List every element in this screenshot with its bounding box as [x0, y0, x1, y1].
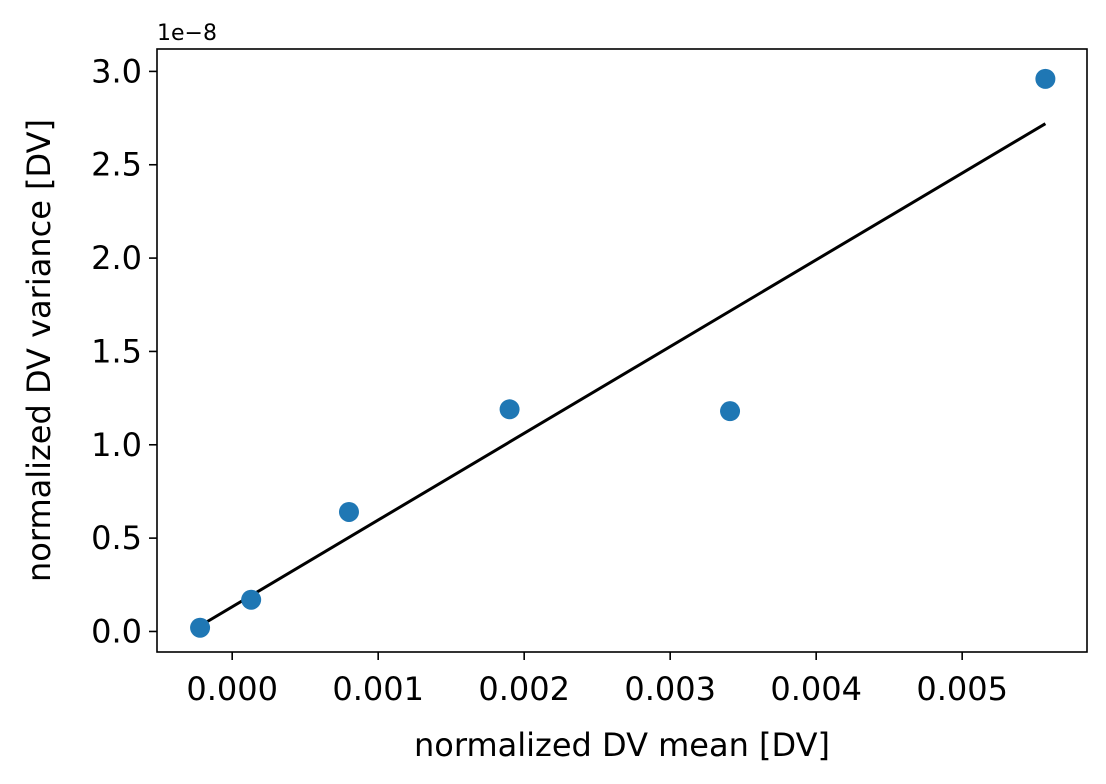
y-tick-label: 0.5	[91, 519, 142, 557]
x-axis-ticks: 0.000 0.001 0.002 0.003 0.004 0.005	[186, 652, 1008, 708]
y-axis-ticks: 0.0 0.5 1.0 1.5 2.0 2.5 3.0	[91, 52, 157, 650]
data-point	[190, 617, 211, 638]
y-tick-label: 2.5	[91, 146, 142, 184]
data-point	[241, 589, 262, 610]
y-axis-label: normalized DV variance [DV]	[20, 119, 58, 582]
x-axis-label: normalized DV mean [DV]	[414, 726, 830, 764]
y-tick-label: 3.0	[91, 52, 142, 90]
x-tick-label: 0.004	[770, 670, 862, 708]
x-tick-label: 0.000	[186, 670, 278, 708]
fit-line-layer	[199, 122, 1047, 628]
x-tick-label: 0.002	[478, 670, 570, 708]
data-points-layer	[190, 68, 1056, 638]
y-axis-offset-label: 1e−8	[157, 21, 217, 46]
y-tick-label: 0.0	[91, 612, 142, 650]
x-tick-label: 0.005	[916, 670, 1008, 708]
data-point	[499, 399, 520, 420]
fit-line	[199, 122, 1047, 628]
x-tick-label: 0.001	[332, 670, 424, 708]
data-point	[720, 401, 741, 422]
y-tick-label: 2.0	[91, 239, 142, 277]
data-point	[1035, 68, 1056, 89]
data-point	[338, 501, 359, 522]
plot-frame	[156, 48, 1088, 653]
y-tick-label: 1.0	[91, 426, 142, 464]
y-tick-label: 1.5	[91, 332, 142, 370]
x-tick-label: 0.003	[624, 670, 716, 708]
